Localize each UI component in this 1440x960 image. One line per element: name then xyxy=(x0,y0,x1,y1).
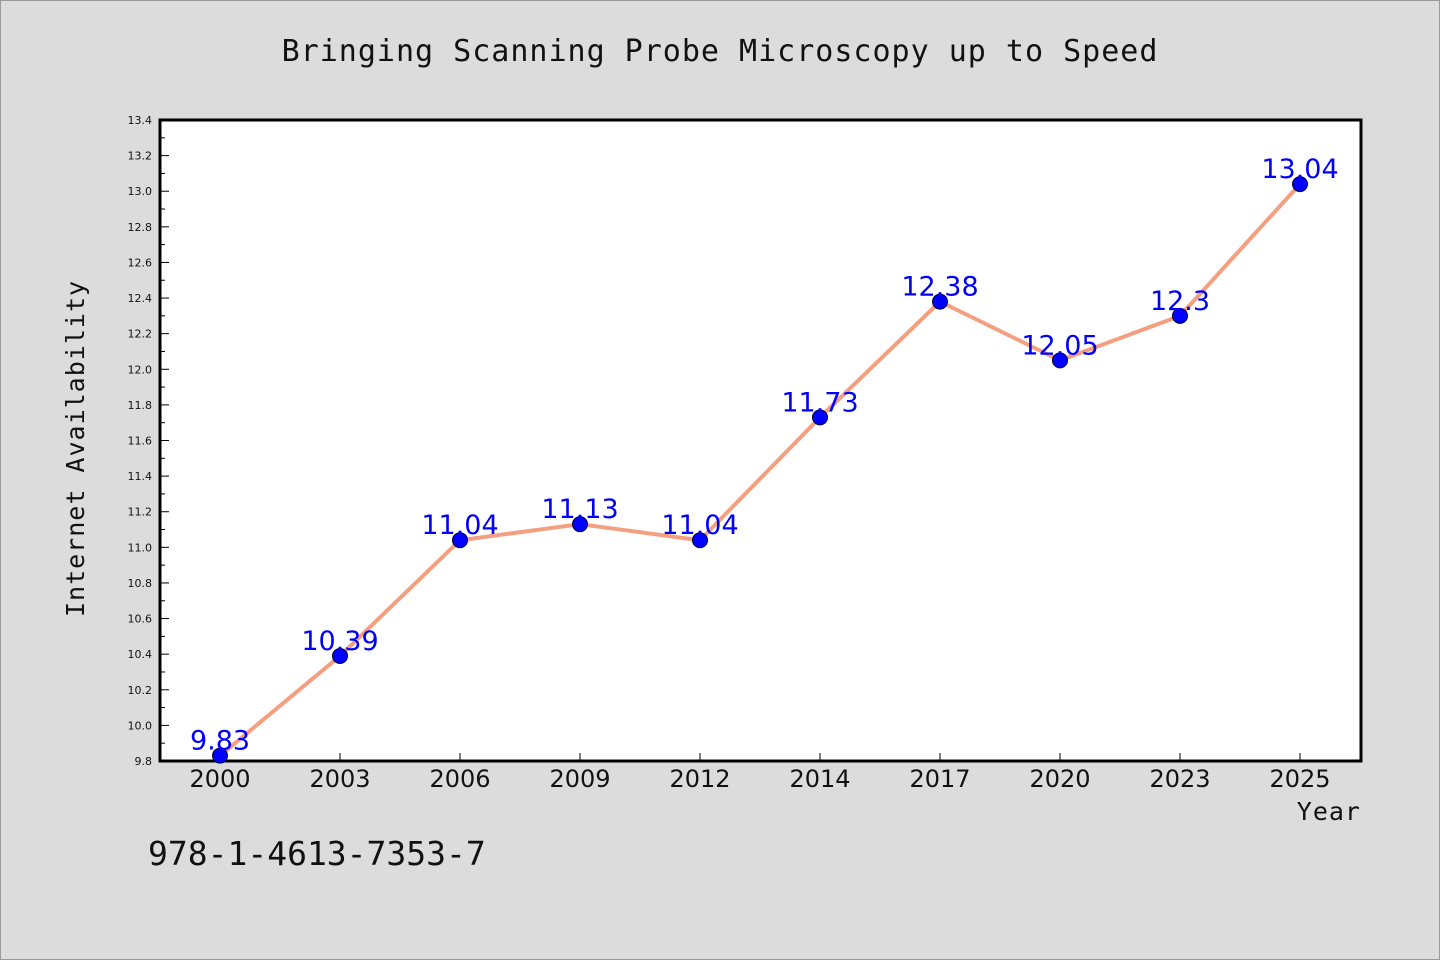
x-tick-label: 2023 xyxy=(1149,765,1210,793)
data-point xyxy=(1052,352,1068,369)
series-line xyxy=(218,182,1302,758)
x-tick-label: 2012 xyxy=(669,765,730,793)
y-tick-label: 12.6 xyxy=(128,256,153,269)
x-tick-label: 2025 xyxy=(1269,765,1330,793)
y-tick-label: 12.8 xyxy=(128,221,153,234)
data-point xyxy=(812,409,828,426)
x-tick-label: 2000 xyxy=(189,765,250,793)
data-label: 10.39 xyxy=(301,626,378,657)
y-tick-label: 13.2 xyxy=(128,150,153,163)
y-tick-label: 10.4 xyxy=(128,648,153,661)
data-label: 11.13 xyxy=(541,494,618,525)
x-axis-title: Year xyxy=(1297,797,1361,826)
data-point xyxy=(572,516,588,533)
isbn-note: 978-1-4613-7353-7 xyxy=(148,834,486,873)
data-point xyxy=(452,532,468,549)
x-tick-label: 2006 xyxy=(429,765,490,793)
y-tick-label: 10.0 xyxy=(128,719,153,732)
y-tick-label: 9.8 xyxy=(135,755,153,768)
y-tick-label: 11.2 xyxy=(128,506,153,519)
x-tick-label: 2017 xyxy=(909,765,970,793)
y-tick-label: 13.4 xyxy=(128,114,153,127)
plot-area: 9.8 10.0 10.2 10.4 10.6 10.8 11.0 11.2 11.4 11.6 1… xyxy=(61,114,1363,826)
data-label: 11.73 xyxy=(781,387,858,418)
data-label: 11.04 xyxy=(661,510,738,541)
y-tick-label: 12.0 xyxy=(128,363,153,376)
data-point xyxy=(1292,176,1308,193)
y-tick-label: 12.4 xyxy=(128,292,153,305)
data-point xyxy=(332,647,348,664)
y-tick-label: 13.0 xyxy=(128,185,153,198)
x-tick-label: 2009 xyxy=(549,765,610,793)
data-label: 13.04 xyxy=(1261,154,1338,185)
y-tick-label: 11.0 xyxy=(128,541,153,554)
y-tick-label: 10.6 xyxy=(128,613,153,626)
data-label: 12.3 xyxy=(1150,286,1210,317)
y-tick-label: 10.2 xyxy=(128,684,153,697)
plot-frame xyxy=(158,118,1363,763)
x-tick-label: 2003 xyxy=(309,765,370,793)
y-tick-label: 11.6 xyxy=(128,435,153,448)
data-label: 11.04 xyxy=(421,510,498,541)
chart-title: Bringing Scanning Probe Microscopy up to… xyxy=(281,34,1159,69)
data-point xyxy=(932,293,948,310)
data-label: 12.05 xyxy=(1021,330,1098,361)
data-point xyxy=(212,747,228,764)
y-tick-label: 12.2 xyxy=(128,328,153,341)
x-tick-label: 2020 xyxy=(1029,765,1090,793)
x-tick-label: 2014 xyxy=(789,765,850,793)
y-tick-label: 10.8 xyxy=(128,577,153,590)
y-axis-title: Internet Availability xyxy=(61,280,90,617)
data-point xyxy=(1172,307,1188,324)
y-tick-label: 11.4 xyxy=(128,470,153,483)
data-label: 12.38 xyxy=(901,272,978,303)
data-point xyxy=(692,532,708,549)
data-label: 9.83 xyxy=(190,726,250,757)
y-tick-label: 11.8 xyxy=(128,399,153,412)
